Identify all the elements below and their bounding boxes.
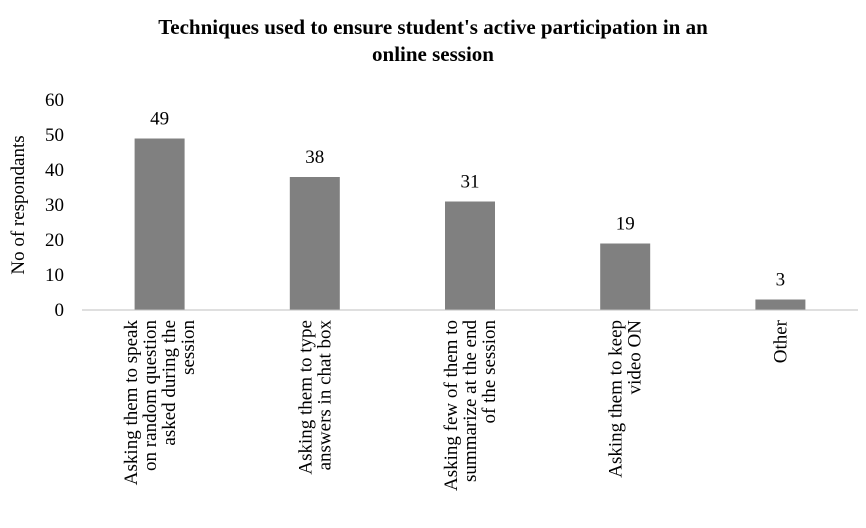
data-label: 3 (776, 270, 786, 291)
y-tick-label: 60 (45, 90, 64, 111)
y-axis-label: No of respondants (8, 135, 29, 274)
y-tick-label: 40 (45, 160, 64, 181)
x-tick-label-line: session (178, 320, 199, 375)
data-label: 49 (150, 109, 169, 130)
x-tick-label-line: summarize at the end (460, 320, 481, 482)
x-tick-label-line: answers in chat box (314, 320, 335, 471)
chart-title-line-2: online session (372, 42, 494, 66)
y-tick-label: 20 (45, 230, 64, 251)
x-tick-label-line: Asking few of them to (441, 320, 462, 491)
bar (289, 177, 340, 310)
bar (600, 243, 651, 310)
x-tick-label-line: on random question (140, 320, 161, 471)
x-tick-label-line: asked during the (159, 320, 180, 446)
y-tick-label: 30 (45, 195, 64, 216)
data-label: 19 (616, 214, 635, 235)
bar (134, 138, 185, 310)
x-tick-label-line: Asking them to keep (606, 320, 627, 478)
chart-title: Techniques used to ensure student's acti… (0, 14, 866, 68)
x-tick-label-line: Asking them to type (295, 320, 316, 475)
x-tick-label-line: of the session (479, 320, 500, 424)
x-tick-label-line: Asking them to speak (121, 320, 142, 486)
x-tick-label: Other (770, 319, 791, 363)
x-tick-label-line: video ON (625, 320, 646, 395)
chart-title-line-1: Techniques used to ensure student's acti… (158, 15, 708, 39)
y-tick-label: 50 (45, 125, 64, 146)
bar (755, 299, 806, 310)
data-label: 38 (305, 147, 324, 168)
data-label: 31 (461, 172, 480, 193)
y-tick-label: 0 (55, 300, 65, 321)
x-tick-label-line: Other (770, 319, 791, 363)
y-tick-label: 10 (45, 265, 64, 286)
bar (445, 201, 495, 310)
